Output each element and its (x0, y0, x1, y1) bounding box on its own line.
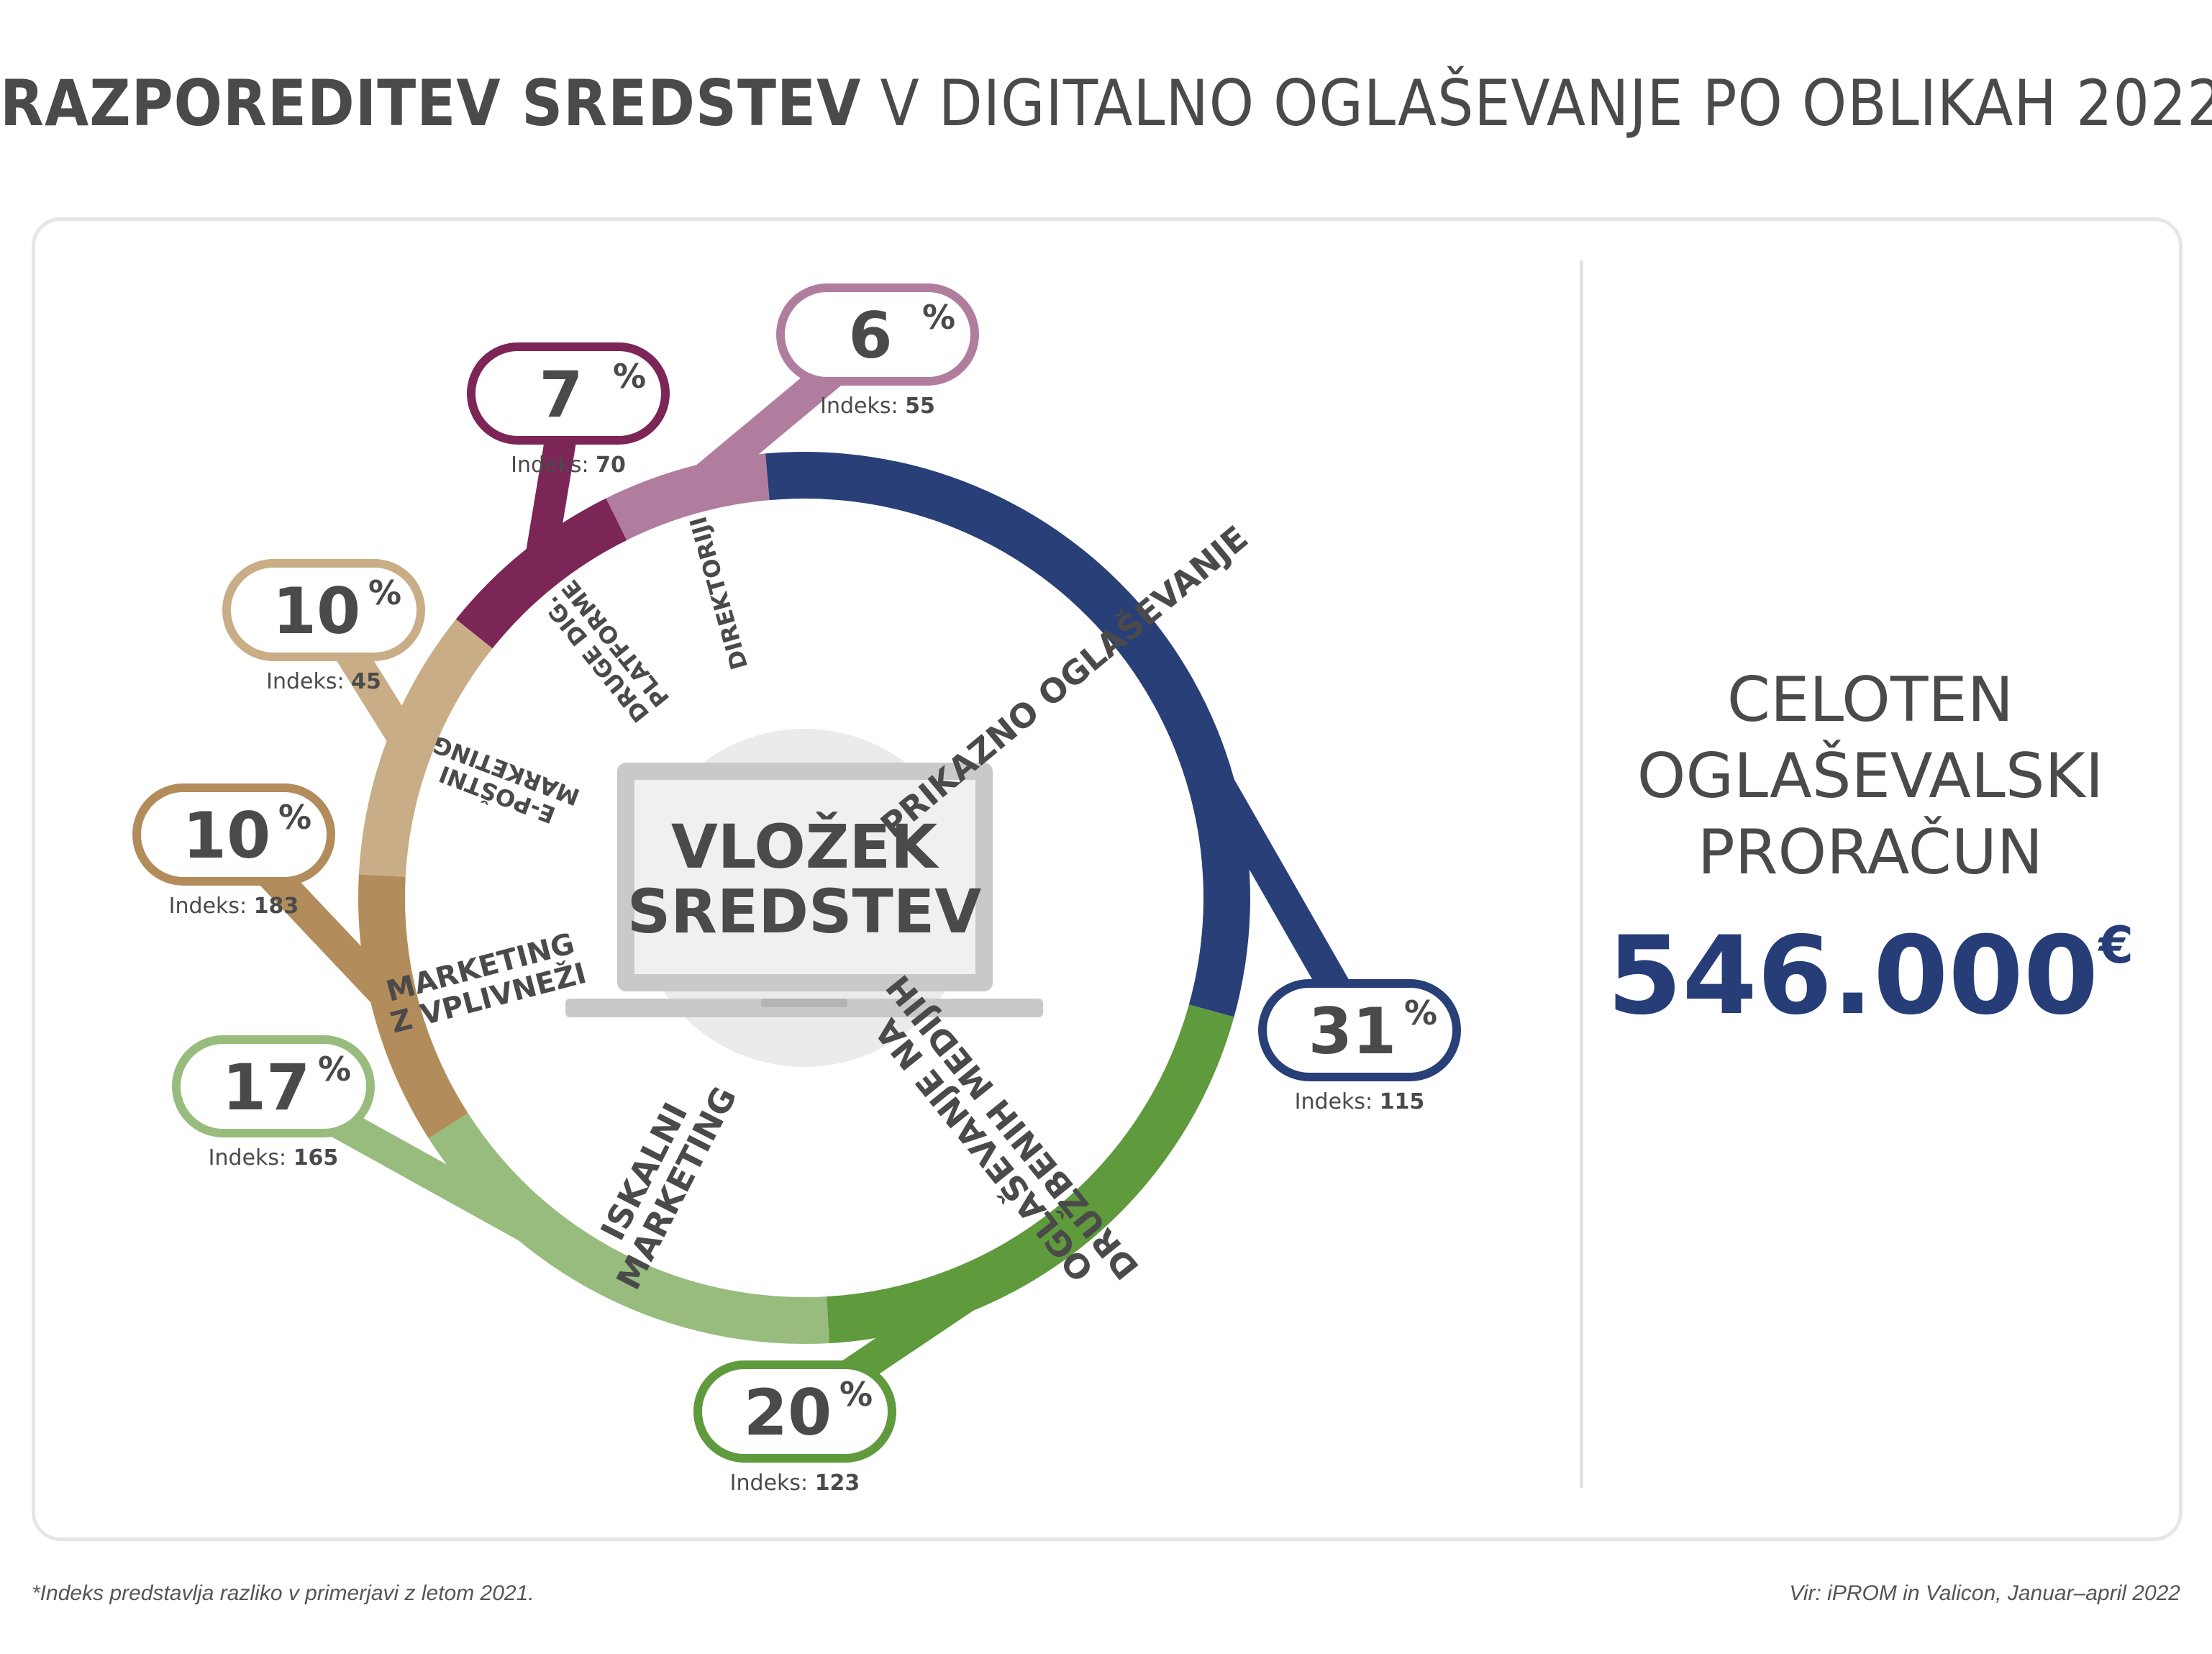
laptop-icon (565, 763, 1043, 1017)
callout-unit: % (318, 1050, 351, 1089)
total-budget-label: CELOTEN OGLAŠEVALSKI PRORAČUN (1604, 662, 2136, 891)
callout-index: Indeks: 165 (209, 1145, 339, 1171)
callout-index: Indeks: 45 (266, 669, 381, 694)
segment-label-druge-dig-platforme: DRUGE DIG.PLATFORME (537, 574, 675, 727)
currency-symbol: € (2098, 916, 2134, 975)
callout-value: 10 (273, 574, 360, 648)
footnote: *Indeks predstavlja razliko v primerjavi… (32, 1581, 534, 1605)
callout-index-value: 165 (293, 1145, 339, 1171)
callout-index: Indeks: 123 (730, 1471, 860, 1496)
title-bold: RAZPOREDITEV SREDSTEV (0, 66, 862, 140)
callout-value: 17 (222, 1050, 310, 1124)
center-label-line1: VLOŽEK (671, 812, 939, 882)
callout-unit: % (278, 798, 311, 837)
total-label-line1: CELOTEN (1726, 664, 2014, 736)
chart-card (32, 217, 2183, 1541)
ring-segment-e-po-tni-marketing (358, 619, 493, 877)
ring-segment-druge-dig-platforme (455, 498, 627, 649)
ring-segments (358, 452, 1251, 1344)
card-divider (1580, 260, 1583, 1488)
callout-value: 10 (183, 799, 270, 873)
callout-index-value: 55 (905, 394, 935, 419)
callout-pill (172, 1035, 375, 1137)
callout-index-value: 183 (254, 894, 299, 919)
value-callouts: 31 % Indeks: 115 20 % Indeks: 123 17 % Indeks: 1… (132, 283, 1461, 1496)
total-label-line3: PRORAČUN (1697, 817, 2044, 889)
segment-label-line: DIREKTORIJI (684, 514, 753, 673)
callout-value: 31 (1308, 994, 1396, 1068)
callout-pill (467, 342, 670, 445)
callout-index: Indeks: 115 (1295, 1089, 1425, 1114)
callout-index-value: 45 (351, 669, 381, 694)
callout-index: Indeks: 55 (820, 394, 935, 419)
total-value-number: 546.000 (1607, 914, 2099, 1039)
callout-pill (693, 1360, 896, 1463)
ring-segment-prikazno-ogla-evanje (765, 452, 1251, 1017)
page-title: RAZPOREDITEV SREDSTEV V DIGITALNO OGLAŠE… (0, 66, 2212, 140)
segment-label-line: OGLAŠEVANJE NA (867, 1012, 1101, 1289)
callout-index-value: 123 (815, 1471, 860, 1496)
callout-value: 6 (848, 299, 892, 373)
segment-label-direktoriji: DIREKTORIJI (684, 514, 753, 673)
source-note: Vir: iPROM in Valicon, Januar–april 2022 (1789, 1581, 2180, 1605)
callout-unit: % (839, 1375, 873, 1414)
ring-segment-marketing-z-vplivne-i (358, 874, 468, 1139)
callout-value: 7 (539, 358, 583, 432)
callout-index-value: 70 (596, 453, 626, 478)
callout-pill (1258, 979, 1461, 1081)
callout-index: Indeks: 70 (511, 453, 626, 478)
callout-index-value: 115 (1380, 1089, 1425, 1114)
center-label-line2: SREDSTEV (627, 876, 981, 947)
callout-unit: % (1404, 994, 1437, 1032)
callout-pill (776, 283, 979, 386)
callout-index: Indeks: 183 (169, 894, 299, 919)
callout-unit: % (368, 573, 401, 612)
callout-unit: % (922, 298, 955, 337)
callout-value: 20 (744, 1376, 832, 1450)
ring-segment-ogla-evanje-na-dru-benih-medijih (827, 1004, 1234, 1344)
title-light: V DIGITALNO OGLAŠEVANJE PO OBLIKAH 2022 (880, 66, 2212, 140)
total-label-line2: OGLAŠEVALSKI (1637, 740, 2104, 812)
total-budget-value: 546.000€ (1604, 914, 2136, 1039)
callout-pill (132, 783, 335, 886)
callout-connector (1115, 619, 1374, 1038)
callout-pill (222, 559, 425, 661)
callout-unit: % (613, 357, 646, 396)
